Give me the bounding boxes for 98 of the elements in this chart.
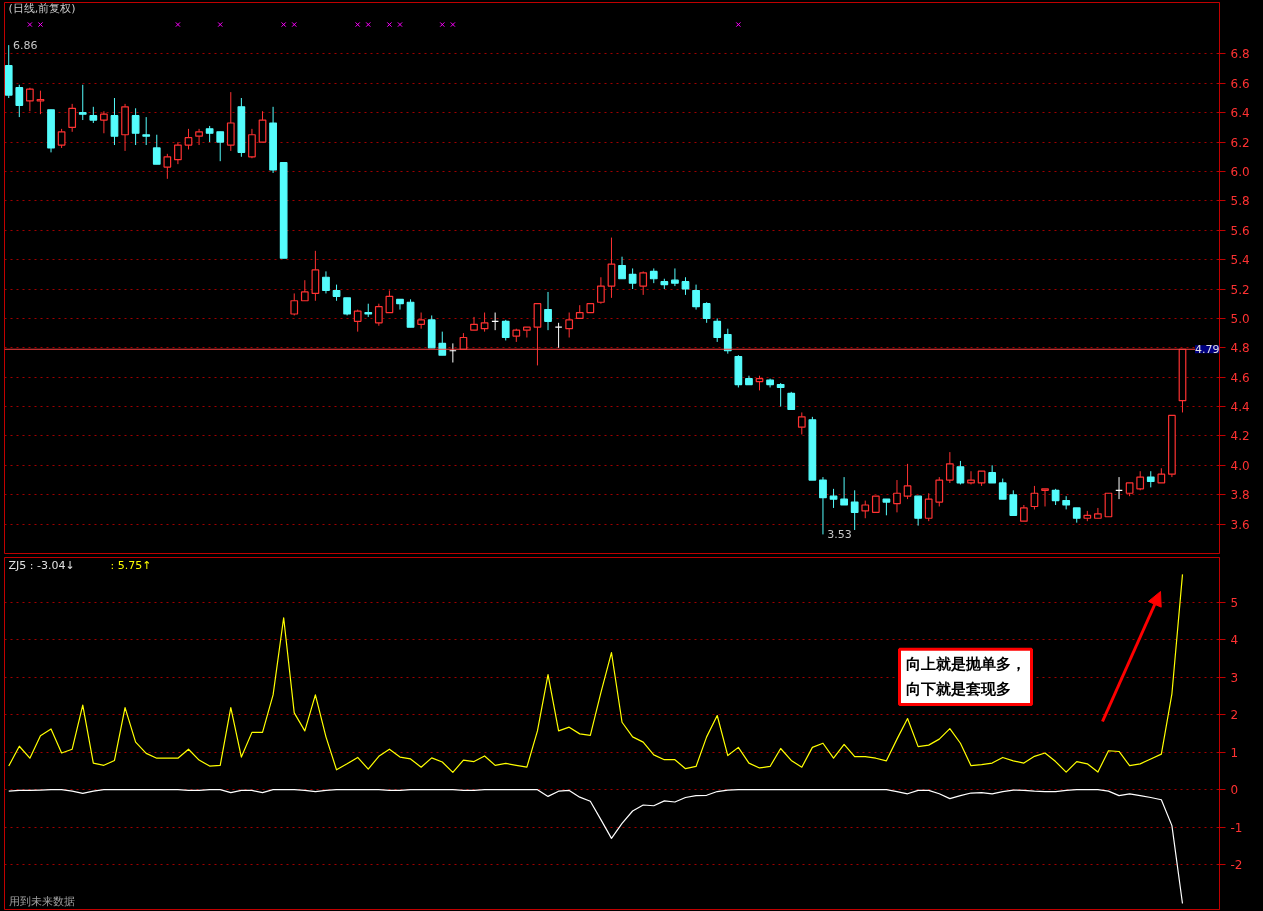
candlestick: [618, 256, 626, 280]
annotation: : 5.75↑: [110, 558, 152, 572]
candlestick: [713, 317, 722, 343]
y-tick-label: 5: [1230, 595, 1239, 610]
candlestick: [533, 303, 542, 366]
y-tick-label: 6.6: [1230, 76, 1250, 91]
candlestick: [57, 128, 66, 149]
candlestick: [480, 312, 489, 333]
candlestick: [797, 411, 806, 435]
y-tick-label: 5.0: [1230, 311, 1250, 326]
y-tick-label: 2: [1230, 708, 1239, 723]
candlestick: [850, 489, 859, 531]
candlestick: [998, 478, 1007, 500]
candlestick: [36, 90, 45, 115]
candlestick: [470, 316, 478, 331]
annotation: 向下就是套现多: [905, 680, 1011, 699]
y-tick-label: 4.0: [1230, 458, 1250, 473]
candlestick: [174, 141, 182, 165]
y-tick-label: 6.2: [1230, 135, 1250, 150]
candlestick: [68, 103, 77, 133]
annotation: ZJ5 : -3.04↓: [8, 558, 75, 572]
candlestick: [945, 451, 954, 484]
candlestick: [903, 463, 912, 500]
candlestick: [322, 270, 330, 294]
annotation: 6.86: [12, 39, 38, 53]
candlestick: [544, 291, 552, 331]
annotation: 3.53: [827, 528, 852, 542]
candlestick: [702, 301, 711, 324]
y-tick-label: 5.4: [1230, 253, 1250, 268]
candlestick: [1009, 489, 1018, 516]
ref-line-label: 4.79: [1195, 343, 1220, 357]
y-tick-label: 6.4: [1230, 106, 1250, 121]
y-tick-label: 5.2: [1230, 282, 1250, 297]
candlestick: [565, 312, 574, 339]
candlestick: [311, 250, 320, 302]
candlestick: [1104, 492, 1113, 518]
chart-title: (日线,前复权): [8, 1, 76, 15]
y-tick-label: 1: [1230, 745, 1239, 760]
candlestick: [597, 276, 605, 305]
candlestick: [914, 495, 923, 527]
line-series: [8, 789, 1184, 905]
candlestick: [692, 284, 700, 311]
y-tick-label: 4: [1230, 633, 1239, 648]
y-tick-label: 0: [1230, 783, 1239, 798]
y-tick-label: 6.8: [1230, 47, 1250, 62]
candlestick: [501, 319, 510, 341]
candlestick: [1041, 488, 1049, 507]
candlestick: [78, 84, 87, 121]
candlestick: [523, 326, 531, 339]
candlestick: [671, 267, 679, 287]
candlestick: [374, 303, 383, 327]
candlestick: [258, 110, 267, 143]
candlestick: [967, 470, 975, 485]
candlestick: [100, 110, 108, 134]
candlestick: [417, 312, 426, 330]
candlestick: [1136, 470, 1145, 491]
candlestick: [152, 134, 161, 165]
candlestick: [893, 479, 901, 513]
candlestick: [184, 128, 193, 150]
candlestick: [924, 492, 933, 522]
y-tick-label: 4.2: [1230, 429, 1250, 444]
y-tick-label: 3.6: [1230, 517, 1250, 532]
candlestick: [1094, 507, 1102, 519]
y-tick-label: 4.8: [1230, 341, 1250, 356]
candlestick: [216, 131, 225, 162]
y-tick-label: 4.6: [1230, 370, 1250, 385]
candlestick: [819, 476, 827, 535]
y-tick-label: 5.6: [1230, 223, 1250, 238]
candlestick: [723, 328, 732, 355]
candlestick: [26, 87, 34, 112]
candlestick: [396, 298, 404, 311]
y-tick-label: 3: [1230, 670, 1239, 685]
annotation: 用到未来数据: [8, 894, 75, 908]
candlestick: [628, 267, 637, 290]
y-tick-label: -2: [1230, 858, 1243, 873]
candlestick: [226, 91, 235, 152]
candlestick: [131, 107, 140, 146]
candlestick: [385, 289, 394, 314]
candlestick: [195, 128, 203, 146]
candlestick: [607, 237, 616, 299]
candlestick: [15, 84, 24, 118]
candlestick: [935, 476, 944, 507]
annotation: 向上就是抛单多，: [905, 655, 1026, 674]
y-tick-label: 6.0: [1230, 164, 1250, 179]
candlestick: [840, 476, 848, 506]
y-tick-label: -1: [1230, 820, 1243, 835]
candlestick: [110, 97, 119, 146]
line-series: [8, 573, 1184, 774]
candlestick: [142, 116, 151, 146]
candlestick: [163, 153, 172, 180]
candlestick: [639, 270, 648, 296]
candlestick: [300, 279, 309, 302]
candlestick: [248, 128, 256, 159]
y-tick-label: 5.8: [1230, 194, 1250, 209]
candlestick: [829, 488, 838, 509]
candlestick: [776, 382, 785, 408]
y-tick-label: 4.4: [1230, 400, 1250, 415]
y-tick-label: 3.8: [1230, 488, 1250, 503]
